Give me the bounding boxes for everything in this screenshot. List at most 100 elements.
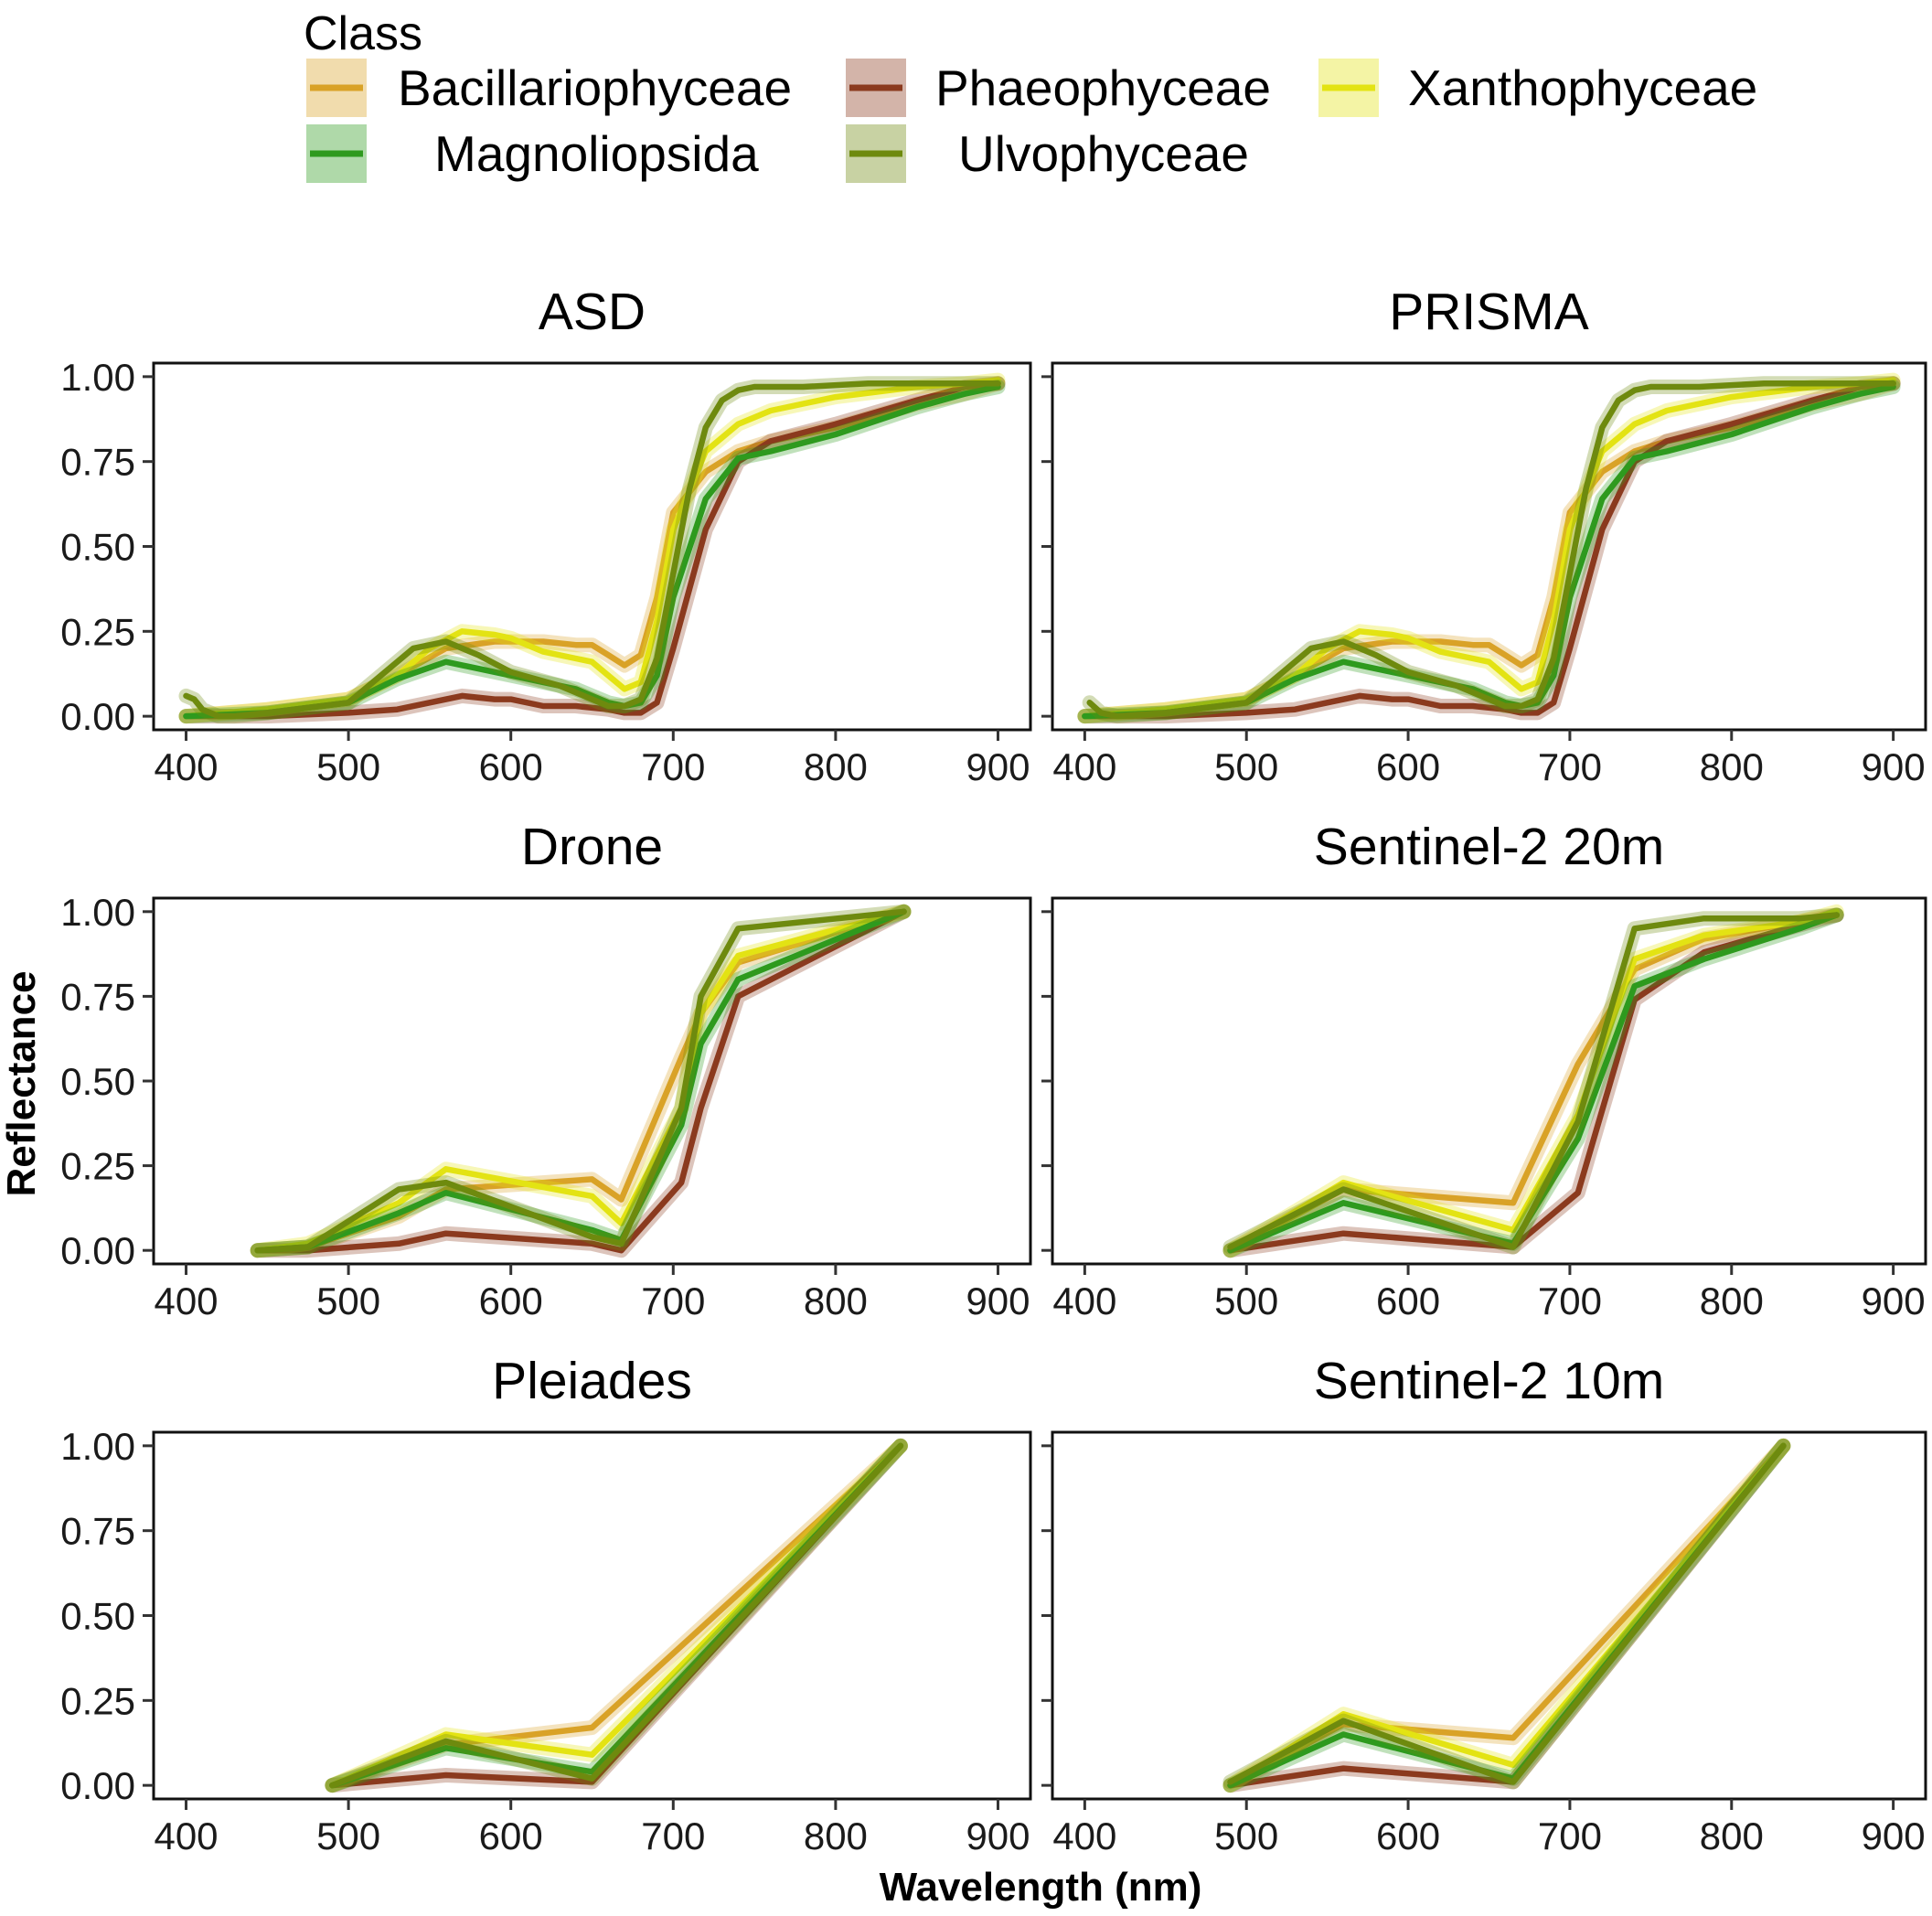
y-tick-label: 0.00 bbox=[60, 1229, 135, 1272]
y-tick-label: 0.75 bbox=[60, 975, 135, 1018]
y-tick-label: 0.50 bbox=[60, 526, 135, 569]
panel-sentinel-2-20m: Sentinel-2 20m 400 500 600 700 800 900 bbox=[1041, 818, 1927, 1322]
x-tick-label: 800 bbox=[1700, 1279, 1764, 1322]
x-tick-label: 600 bbox=[1376, 745, 1440, 788]
x-tick-label: 500 bbox=[1214, 745, 1278, 788]
panels: ASD 400 500 600 700 800 900 0.00 0.25 0.50 0.75 1.0… bbox=[60, 283, 1927, 1857]
x-tick-label: 800 bbox=[1700, 745, 1764, 788]
x-tick-label: 600 bbox=[1376, 1814, 1440, 1857]
y-axis-title: Reflectance bbox=[0, 970, 44, 1196]
x-tick-label: 800 bbox=[804, 1279, 868, 1322]
x-tick-label: 800 bbox=[804, 1814, 868, 1857]
legend-label-xanthophyceae: Xanthophyceae bbox=[1408, 59, 1757, 116]
band-xanthophyceae bbox=[1077, 372, 1901, 724]
panel-prisma: PRISMA 400 500 600 700 800 900 bbox=[1041, 283, 1927, 788]
x-tick-label: 900 bbox=[966, 1814, 1030, 1857]
x-tick-label: 400 bbox=[154, 745, 218, 788]
x-axis-title: Wavelength (nm) bbox=[880, 1865, 1202, 1910]
series-bacillariophyceae bbox=[1227, 1442, 1787, 1789]
x-tick-label: 400 bbox=[154, 1279, 218, 1322]
x-tick-label: 900 bbox=[966, 745, 1030, 788]
y-tick-label: 0.25 bbox=[60, 1679, 135, 1722]
series-ulvophyceae bbox=[254, 908, 907, 1254]
panel-series bbox=[178, 372, 1006, 724]
panel-series bbox=[1222, 904, 1844, 1258]
x-tick-label: 600 bbox=[479, 745, 543, 788]
panel-drone: Drone 400 500 600 700 800 900 0.00 0.25 0.50 0.75 1… bbox=[60, 818, 1032, 1322]
series-ulvophyceae bbox=[1227, 1442, 1787, 1785]
series-ulvophyceae bbox=[329, 1442, 904, 1789]
y-tick-label: 0.50 bbox=[60, 1595, 135, 1638]
series-magnoliopsida bbox=[254, 908, 907, 1254]
legend-title: Class bbox=[304, 7, 422, 60]
y-tick-label: 1.00 bbox=[60, 891, 135, 934]
x-tick-label: 700 bbox=[641, 745, 705, 788]
x-tick-label: 400 bbox=[154, 1814, 218, 1857]
x-tick-label: 500 bbox=[1214, 1279, 1278, 1322]
x-tick-label: 900 bbox=[1862, 745, 1926, 788]
series-phaeophyceae bbox=[183, 380, 1001, 720]
x-tick-label: 700 bbox=[641, 1279, 705, 1322]
panel-series bbox=[1077, 372, 1901, 724]
panel-pleiades: Pleiades 400 500 600 700 800 900 0.00 0.25 0.50 0.… bbox=[60, 1352, 1032, 1857]
legend-label-ulvophyceae: Ulvophyceae bbox=[958, 125, 1249, 182]
series-ulvophyceae bbox=[183, 380, 1001, 720]
panel-title: Drone bbox=[521, 818, 663, 876]
x-tick-label: 700 bbox=[641, 1814, 705, 1857]
y-tick-label: 0.00 bbox=[60, 1764, 135, 1807]
y-tick-label: 0.75 bbox=[60, 1510, 135, 1553]
legend-item-phaeophyceae: Phaeophyceae bbox=[846, 59, 1271, 117]
panel-title: Pleiades bbox=[492, 1352, 692, 1410]
legend-item-ulvophyceae: Ulvophyceae bbox=[846, 124, 1249, 183]
x-tick-label: 700 bbox=[1538, 745, 1602, 788]
band-xanthophyceae bbox=[178, 372, 1006, 724]
y-tick-label: 0.25 bbox=[60, 610, 135, 653]
x-tick-label: 500 bbox=[316, 745, 380, 788]
panel-title: ASD bbox=[539, 283, 646, 341]
series-magnoliopsida bbox=[183, 383, 1001, 720]
panel-border bbox=[1051, 1430, 1927, 1801]
legend-label-bacillariophyceae: Bacillariophyceae bbox=[398, 59, 792, 116]
x-tick-label: 500 bbox=[1214, 1814, 1278, 1857]
legend-item-xanthophyceae: Xanthophyceae bbox=[1318, 59, 1757, 117]
series-xanthophyceae bbox=[1082, 377, 1896, 720]
panel-series bbox=[250, 904, 912, 1258]
y-tick-label: 0.75 bbox=[60, 441, 135, 484]
x-tick-label: 600 bbox=[1376, 1279, 1440, 1322]
series-phaeophyceae bbox=[1227, 912, 1840, 1254]
x-tick-label: 700 bbox=[1538, 1814, 1602, 1857]
series-xanthophyceae bbox=[329, 1442, 904, 1789]
panel-border bbox=[152, 896, 1032, 1266]
x-tick-label: 600 bbox=[479, 1814, 543, 1857]
series-phaeophyceae bbox=[254, 908, 907, 1254]
panel-border bbox=[152, 1430, 1032, 1801]
series-magnoliopsida bbox=[1227, 912, 1840, 1254]
x-tick-label: 400 bbox=[1052, 1814, 1116, 1857]
series-xanthophyceae bbox=[183, 377, 1001, 720]
legend-item-magnoliopsida: Magnoliopsida bbox=[306, 124, 759, 183]
x-tick-label: 800 bbox=[804, 745, 868, 788]
legend-label-magnoliopsida: Magnoliopsida bbox=[434, 125, 759, 182]
series-ulvophyceae bbox=[1086, 380, 1896, 720]
band-ulvophyceae bbox=[1222, 907, 1844, 1255]
series-magnoliopsida bbox=[1082, 383, 1896, 720]
y-tick-label: 0.00 bbox=[60, 695, 135, 738]
x-tick-label: 400 bbox=[1052, 1279, 1116, 1322]
panel-sentinel-2-10m: Sentinel-2 10m 400 500 600 700 800 900 bbox=[1041, 1352, 1927, 1857]
panel-border bbox=[1051, 896, 1927, 1266]
series-xanthophyceae bbox=[254, 908, 907, 1254]
panel-series bbox=[325, 1438, 908, 1793]
x-tick-label: 400 bbox=[1052, 745, 1116, 788]
x-tick-label: 900 bbox=[1862, 1814, 1926, 1857]
y-tick-label: 0.50 bbox=[60, 1060, 135, 1103]
series-xanthophyceae bbox=[1227, 908, 1840, 1254]
x-tick-label: 700 bbox=[1538, 1279, 1602, 1322]
x-tick-label: 900 bbox=[1862, 1279, 1926, 1322]
x-tick-label: 800 bbox=[1700, 1814, 1764, 1857]
y-tick-label: 1.00 bbox=[60, 1425, 135, 1468]
legend-item-bacillariophyceae: Bacillariophyceae bbox=[306, 59, 792, 117]
x-tick-label: 500 bbox=[316, 1814, 380, 1857]
series-ulvophyceae bbox=[1227, 912, 1840, 1250]
